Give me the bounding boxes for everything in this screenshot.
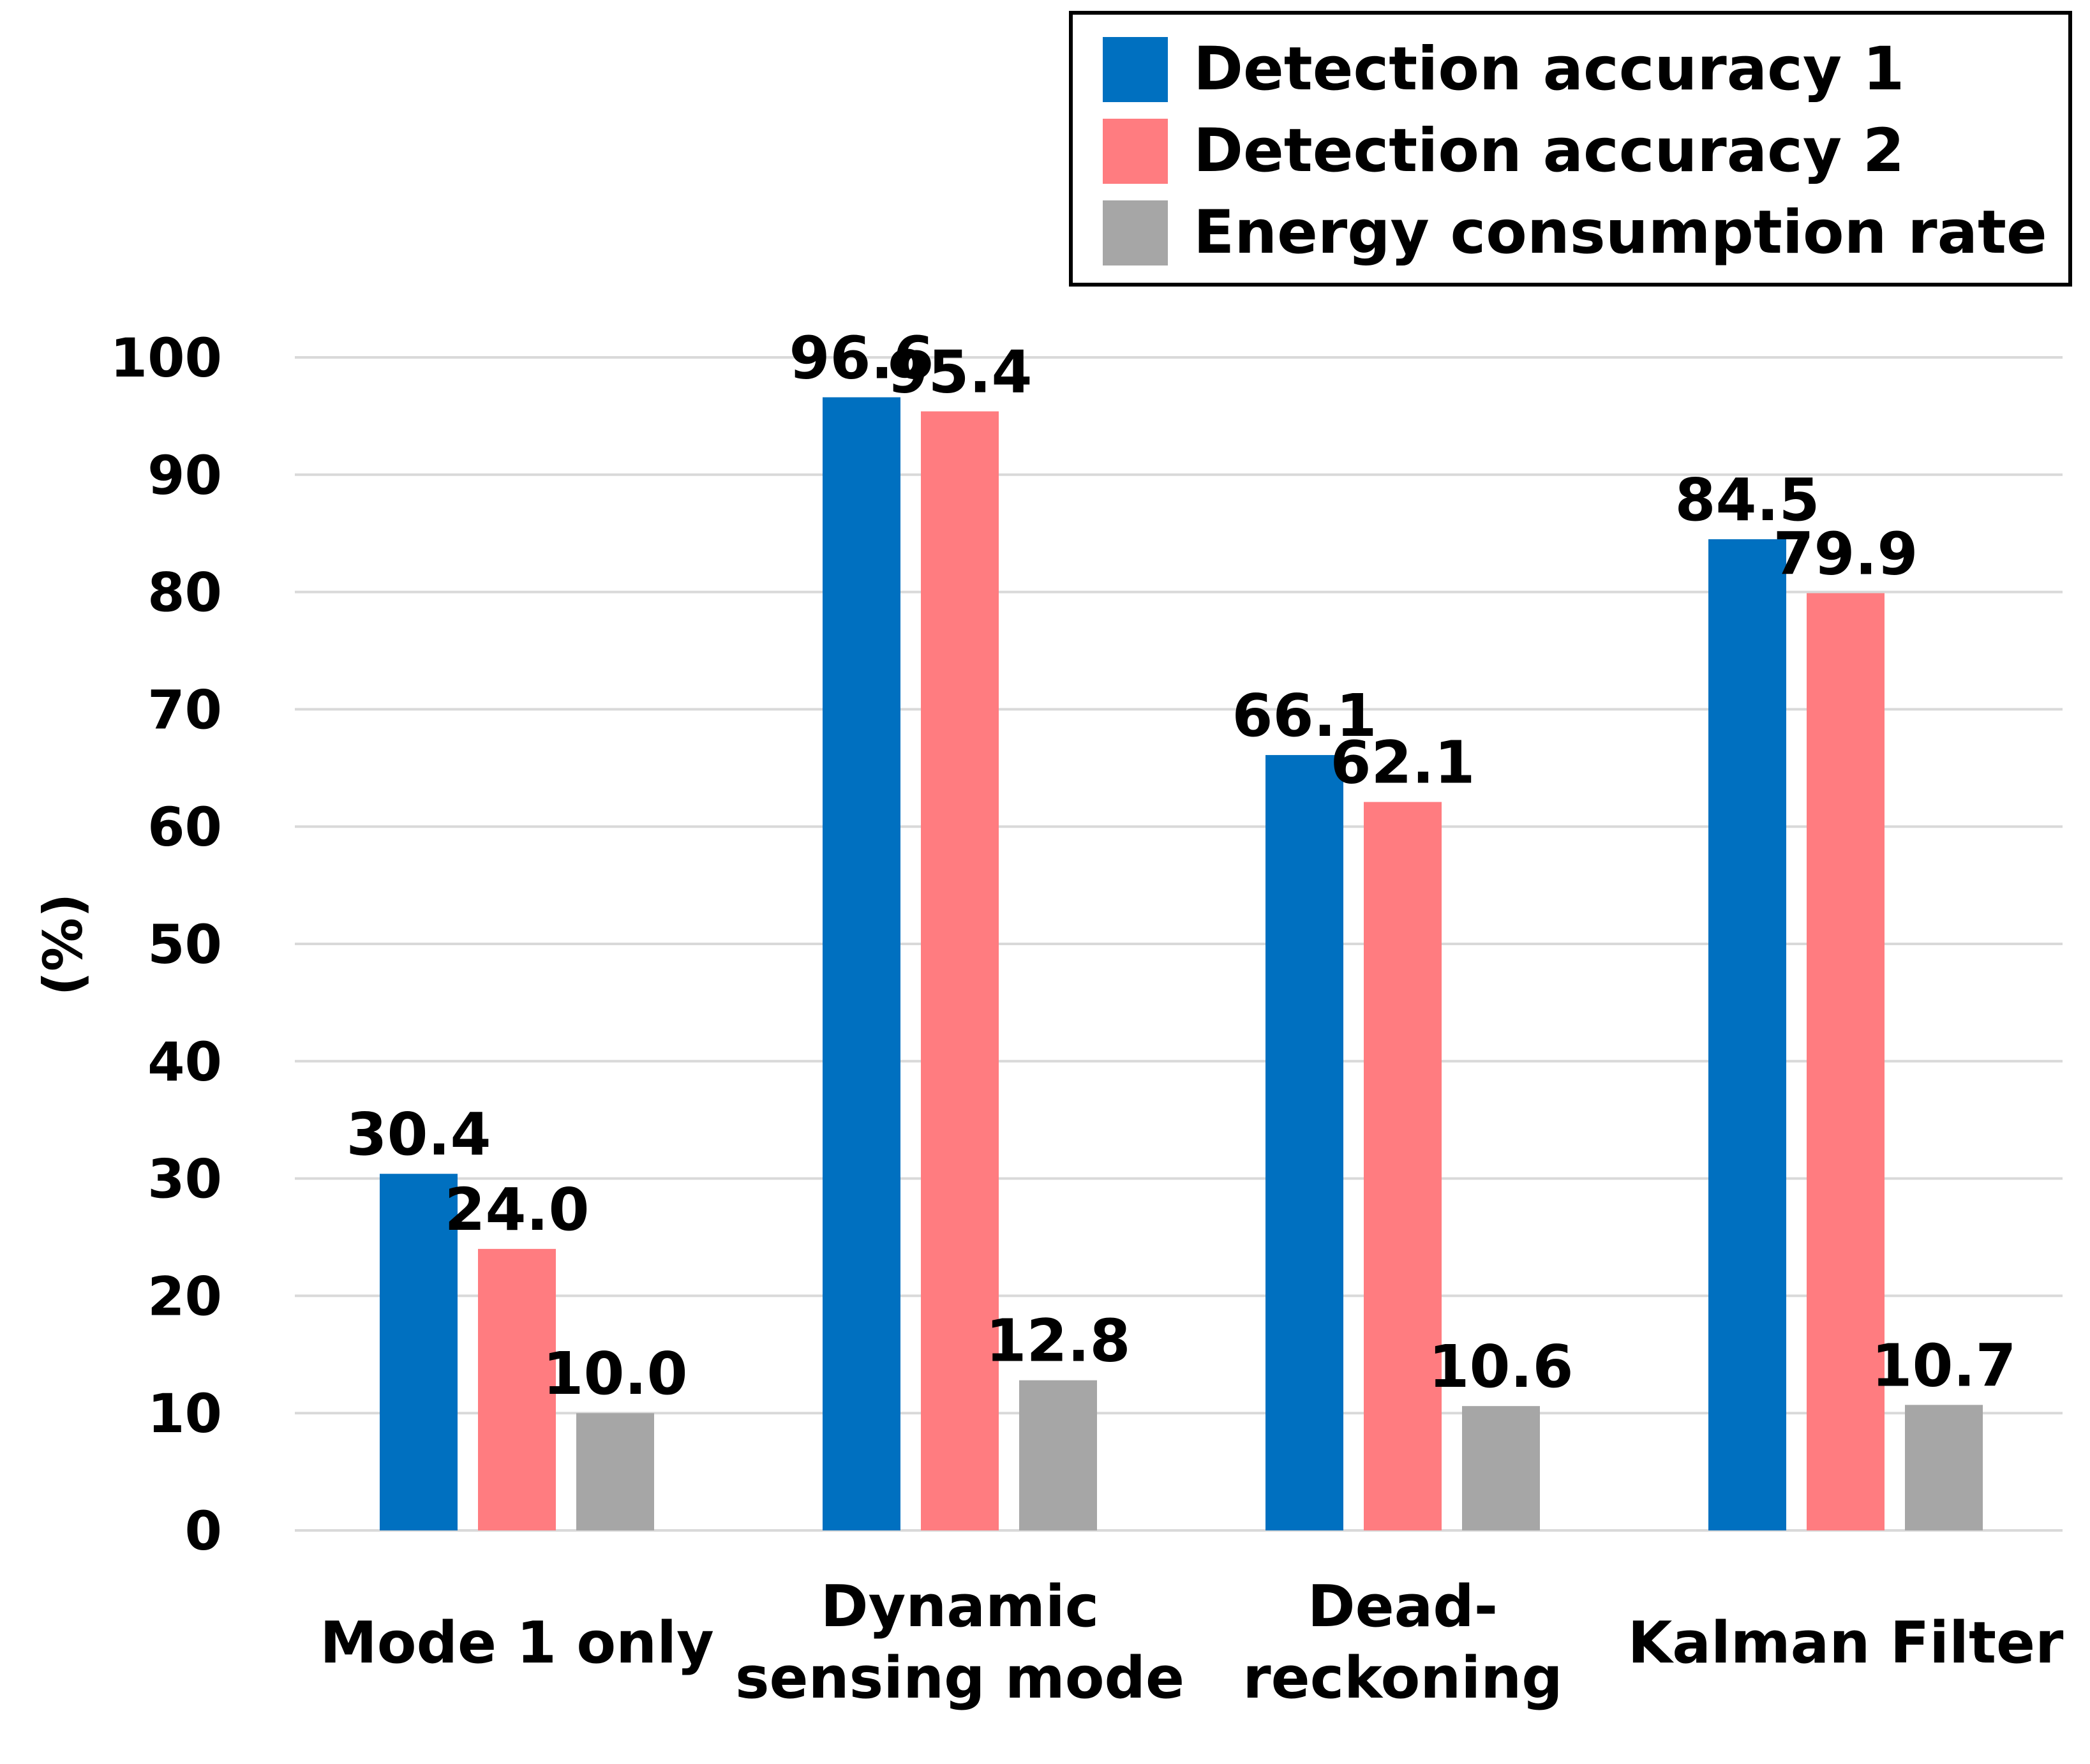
data-label: 12.8 (986, 1307, 1131, 1375)
bar (1265, 755, 1343, 1530)
bar (1019, 1380, 1097, 1530)
bar (921, 411, 999, 1530)
legend-swatch (1103, 119, 1168, 184)
data-label: 62.1 (1331, 729, 1475, 797)
category-label: Mode 1 only (320, 1610, 714, 1677)
bar (1462, 1406, 1540, 1530)
y-tick-label: 70 (147, 678, 222, 741)
category-label: Dead-reckoning (1243, 1573, 1562, 1712)
data-label: 79.9 (1773, 519, 1918, 588)
legend-box (1069, 11, 2072, 287)
bar (380, 1174, 458, 1530)
data-label: 95.4 (888, 338, 1033, 407)
category-label: Dynamic sensing mode (735, 1573, 1184, 1712)
bar (478, 1248, 556, 1530)
data-label: 10.6 (1429, 1333, 1574, 1401)
bar (1807, 593, 1885, 1530)
y-tick-label: 30 (147, 1148, 222, 1211)
legend-label: Detection accuracy 1 (1193, 34, 1904, 104)
data-labels-layer: 30.4 96.6 66.1 84.5 24.0 95.4 62.1 79.9 10.0 12.8… (347, 324, 2017, 1408)
y-tick-label: 10 (147, 1382, 222, 1445)
bar (1905, 1405, 1983, 1530)
x-axis-categories: Mode 1 only Dynamic sensing mode Dead-recko… (320, 1573, 2064, 1712)
legend-swatch (1103, 200, 1168, 265)
y-tick-label: 60 (147, 796, 222, 858)
y-axis-label: (%) (32, 893, 94, 996)
data-label: 30.4 (347, 1100, 491, 1169)
y-tick-label: 0 (185, 1500, 222, 1562)
bar (823, 397, 900, 1531)
bar (1364, 802, 1442, 1530)
data-label: 10.7 (1872, 1331, 2017, 1400)
data-label: 96.6 (789, 324, 934, 392)
y-tick-label: 100 (110, 327, 222, 389)
category-label: Kalman Filter (1628, 1610, 2064, 1677)
y-axis-ticks: 0 10 20 30 40 50 60 70 80 90 100 (110, 327, 222, 1562)
data-label: 10.0 (543, 1340, 688, 1408)
legend-items: Detection accuracy 1 Detection accuracy 2… (1103, 34, 2047, 267)
y-tick-label: 40 (147, 1031, 222, 1093)
data-label: 84.5 (1675, 466, 1820, 534)
y-tick-label: 50 (147, 913, 222, 976)
legend: Detection accuracy 1 Detection accuracy 2… (1069, 11, 2072, 287)
legend-swatch (1103, 37, 1168, 102)
bar (1708, 539, 1786, 1530)
legend-label: Energy consumption rate (1193, 198, 2047, 267)
y-tick-label: 20 (147, 1265, 222, 1327)
bars-layer (380, 397, 1983, 1531)
y-tick-label: 90 (147, 444, 222, 507)
legend-label: Detection accuracy 2 (1193, 116, 1904, 186)
y-tick-label: 80 (147, 562, 222, 624)
data-label: 24.0 (445, 1176, 590, 1244)
data-label: 66.1 (1232, 682, 1377, 750)
bar (576, 1413, 654, 1530)
